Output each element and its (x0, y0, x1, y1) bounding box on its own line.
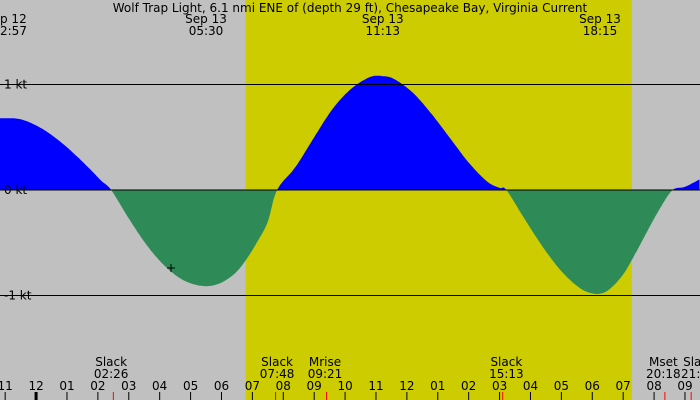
event-time-label: 20:18 (646, 367, 681, 381)
hour-tick-label: 08 (646, 379, 661, 393)
top-time-label: 11:13 (365, 24, 400, 38)
hour-tick-label: 05 (554, 379, 569, 393)
event-name-label: Mset (649, 355, 678, 369)
hour-tick-label: 07 (245, 379, 260, 393)
hour-tick-label: 04 (523, 379, 538, 393)
top-time-label: 2:57 (0, 24, 27, 38)
hour-tick-label: 03 (121, 379, 136, 393)
hour-tick-label: 10 (337, 379, 352, 393)
hour-tick-label: 11 (368, 379, 383, 393)
hour-tick-label: 06 (585, 379, 600, 393)
flood-current-area (0, 75, 700, 190)
event-time-label: 02:26 (94, 367, 129, 381)
top-date-label: Sep 13 (579, 12, 621, 26)
event-name-label: Slack (95, 355, 127, 369)
top-date-label: p 12 (0, 12, 27, 26)
hour-tick-label: 02 (90, 379, 105, 393)
hour-tick-label: 01 (430, 379, 445, 393)
hour-tick-label: 05 (183, 379, 198, 393)
kt-gridlines: 1 kt 0 kt -1 kt (0, 78, 700, 303)
event-name-label: Slack (490, 355, 522, 369)
hour-tick-label: 06 (214, 379, 229, 393)
event-time-label: 21:1 (681, 367, 700, 381)
chart-title: Wolf Trap Light, 6.1 nmi ENE of (depth 2… (113, 1, 588, 15)
top-date-label: Sep 13 (185, 12, 227, 26)
hour-tick-label: 12 (28, 379, 43, 393)
event-name-label: Slac (683, 355, 700, 369)
hour-tick-label: 01 (59, 379, 74, 393)
hour-tick-label: 12 (399, 379, 414, 393)
midnight-marker (34, 392, 38, 400)
hour-tick-label: 02 (461, 379, 476, 393)
hour-tick-label: 08 (276, 379, 291, 393)
event-time-label: 07:48 (260, 367, 295, 381)
hour-axis: 11 12 01 02 03 04 05 06 07 08 09 10 11 12 01 02 03 04 05 06… (0, 379, 693, 400)
event-time-label: 09:21 (308, 367, 343, 381)
y-tick-label: 1 kt (4, 78, 27, 92)
top-time-label: 18:15 (583, 24, 618, 38)
hour-tick-label: 03 (492, 379, 507, 393)
event-time-label: 15:13 (489, 367, 524, 381)
event-name-label: Slack (261, 355, 293, 369)
y-tick-label: -1 kt (4, 289, 32, 303)
top-date-label: Sep 13 (362, 12, 404, 26)
cursor-crosshair-icon (167, 264, 175, 272)
y-tick-label: 0 kt (4, 183, 27, 197)
bottom-event-labels: Slack02:26Slack07:48Mrise09:21Slack15:13… (94, 355, 700, 381)
hour-tick-label: 04 (152, 379, 167, 393)
hour-tick-label: 07 (616, 379, 631, 393)
event-name-label: Mrise (309, 355, 341, 369)
hour-tick-label: 09 (677, 379, 692, 393)
hour-tick-label: 09 (307, 379, 322, 393)
top-time-label: 05:30 (189, 24, 224, 38)
hour-tick-label: 11 (0, 379, 13, 393)
